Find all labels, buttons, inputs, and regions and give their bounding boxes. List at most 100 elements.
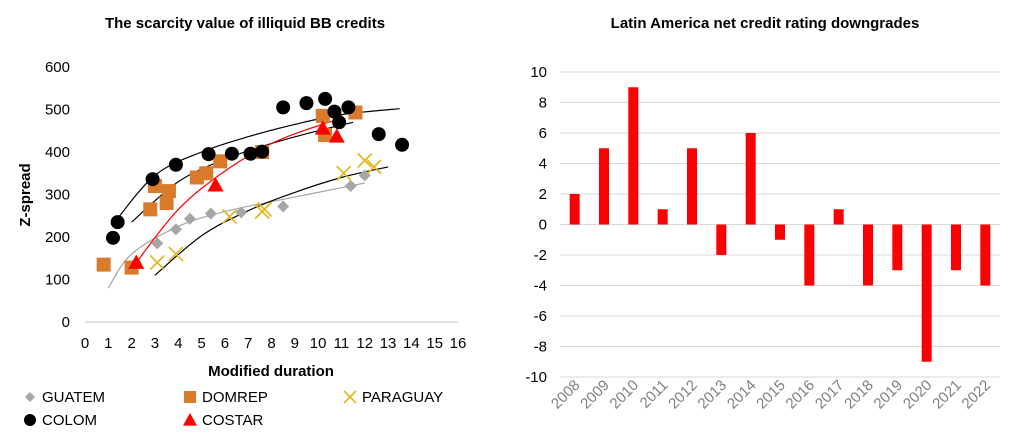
bar-y-tick-label: -2 bbox=[534, 247, 547, 264]
bar-2016 bbox=[804, 224, 815, 286]
point-guatem bbox=[183, 212, 196, 225]
bar-2013 bbox=[716, 224, 727, 255]
legend-item-paraguay: PARAGUAY bbox=[343, 389, 443, 406]
point-domrep bbox=[315, 108, 330, 123]
point-colom bbox=[224, 146, 239, 161]
bar-x-tick-label: 2020 bbox=[900, 377, 936, 413]
bar-x-tick-label: 2018 bbox=[841, 377, 877, 413]
bar-2015 bbox=[775, 224, 785, 240]
x-tick-label: 16 bbox=[450, 335, 467, 352]
y-axis-label: Z-spread bbox=[17, 163, 34, 226]
bar-y-tick-label: -6 bbox=[534, 308, 547, 325]
bar-x-tick-label: 2012 bbox=[665, 377, 701, 413]
y-tick-label: 300 bbox=[45, 187, 70, 204]
legend-item-colom: COLOM bbox=[24, 412, 97, 429]
x-tick-label: 4 bbox=[174, 335, 182, 352]
bar-2010 bbox=[628, 87, 639, 225]
point-costar bbox=[128, 254, 145, 269]
bar-y-tick-label: 4 bbox=[539, 156, 547, 173]
bar-y-tick-label: -8 bbox=[534, 339, 547, 356]
bar-x-tick-label: 2009 bbox=[577, 377, 613, 413]
bar-y-tick-label: 6 bbox=[539, 125, 547, 142]
trendline-guatem bbox=[107, 182, 365, 289]
point-colom bbox=[201, 147, 216, 162]
point-colom bbox=[332, 115, 347, 130]
point-paraguay bbox=[366, 159, 382, 175]
point-domrep bbox=[143, 202, 158, 217]
x-tick-label: 10 bbox=[310, 335, 327, 352]
legend-label: PARAGUAY bbox=[362, 389, 443, 406]
bar-2011 bbox=[657, 209, 668, 225]
scatter-chart-title: The scarcity value of illiquid BB credit… bbox=[105, 15, 385, 32]
bar-2021 bbox=[951, 224, 961, 271]
bar-y-tick-label: 8 bbox=[539, 95, 547, 112]
legend-marker-colom bbox=[24, 414, 36, 426]
x-tick-label: 7 bbox=[244, 335, 252, 352]
scatter-legend: GUATEM DOMREP PARAGUAY COLOM COSTAR bbox=[24, 389, 443, 429]
x-tick-label: 14 bbox=[403, 335, 420, 352]
bar-x-tick-label: 2014 bbox=[724, 377, 760, 413]
bar-y-tick-label: 0 bbox=[539, 217, 547, 234]
legend-marker-costar bbox=[183, 413, 197, 426]
trendline-paraguay bbox=[154, 166, 389, 276]
bar-2008 bbox=[569, 194, 580, 225]
legend-label: COSTAR bbox=[202, 412, 264, 429]
legend-item-guatem: GUATEM bbox=[25, 389, 105, 406]
x-tick-label: 1 bbox=[104, 335, 112, 352]
point-guatem bbox=[235, 206, 248, 219]
bar-x-tick-label: 2022 bbox=[959, 377, 995, 413]
point-guatem bbox=[204, 207, 217, 220]
x-tick-label: 3 bbox=[151, 335, 159, 352]
point-paraguay bbox=[256, 201, 273, 217]
point-colom bbox=[299, 96, 314, 111]
y-tick-label: 600 bbox=[45, 59, 70, 76]
point-guatem bbox=[151, 237, 164, 250]
bar-x-tick-label: 2013 bbox=[695, 377, 731, 413]
scatter-axes: 0 1 2 3 4 5 6 7 8 9 10 11 12 13 14 15 160100200300400500… bbox=[45, 59, 466, 352]
bar-x-tick-label: 2015 bbox=[753, 377, 789, 413]
point-guatem bbox=[277, 200, 290, 213]
x-tick-label: 2 bbox=[127, 335, 135, 352]
point-paraguay bbox=[221, 209, 238, 225]
x-tick-label: 6 bbox=[221, 335, 229, 352]
legend-item-costar: COSTAR bbox=[183, 412, 264, 429]
bar-x-tick-label: 2008 bbox=[548, 377, 584, 413]
point-paraguay bbox=[357, 152, 373, 169]
scatter-trendlines bbox=[107, 108, 400, 289]
point-colom bbox=[105, 230, 120, 245]
point-colom bbox=[276, 100, 291, 115]
bar-2017 bbox=[833, 209, 844, 225]
bar-x-tick-label: 2021 bbox=[929, 377, 965, 413]
x-tick-label: 9 bbox=[291, 335, 299, 352]
x-tick-label: 0 bbox=[81, 335, 89, 352]
legend-item-domrep: DOMREP bbox=[184, 389, 268, 406]
scatter-chart: The scarcity value of illiquid BB credit… bbox=[17, 15, 466, 429]
point-colom bbox=[318, 91, 333, 106]
x-axis-label: Modified duration bbox=[208, 363, 334, 380]
y-tick-label: 400 bbox=[45, 144, 70, 161]
point-colom bbox=[145, 172, 160, 187]
point-paraguay bbox=[168, 246, 184, 262]
point-domrep bbox=[213, 154, 228, 169]
bar-y-tick-label: 2 bbox=[539, 186, 547, 203]
point-colom bbox=[341, 100, 356, 115]
x-tick-label: 8 bbox=[267, 335, 275, 352]
bar-2018 bbox=[863, 224, 873, 286]
bar-2014 bbox=[745, 133, 756, 225]
point-colom bbox=[168, 157, 183, 172]
x-tick-label: 13 bbox=[380, 335, 397, 352]
bar-2012 bbox=[687, 148, 697, 225]
point-colom bbox=[243, 146, 258, 161]
y-tick-label: 100 bbox=[45, 272, 70, 289]
y-tick-label: 200 bbox=[45, 229, 70, 246]
point-guatem bbox=[344, 180, 357, 192]
point-colom bbox=[395, 137, 410, 152]
legend-label: GUATEM bbox=[42, 389, 105, 406]
scatter-points bbox=[96, 91, 410, 275]
x-tick-label: 12 bbox=[356, 335, 373, 352]
legend-marker-domrep bbox=[184, 391, 196, 403]
x-tick-label: 15 bbox=[426, 335, 443, 352]
bar-2009 bbox=[599, 148, 609, 225]
point-costar bbox=[207, 177, 224, 192]
legend-label: COLOM bbox=[42, 412, 97, 429]
